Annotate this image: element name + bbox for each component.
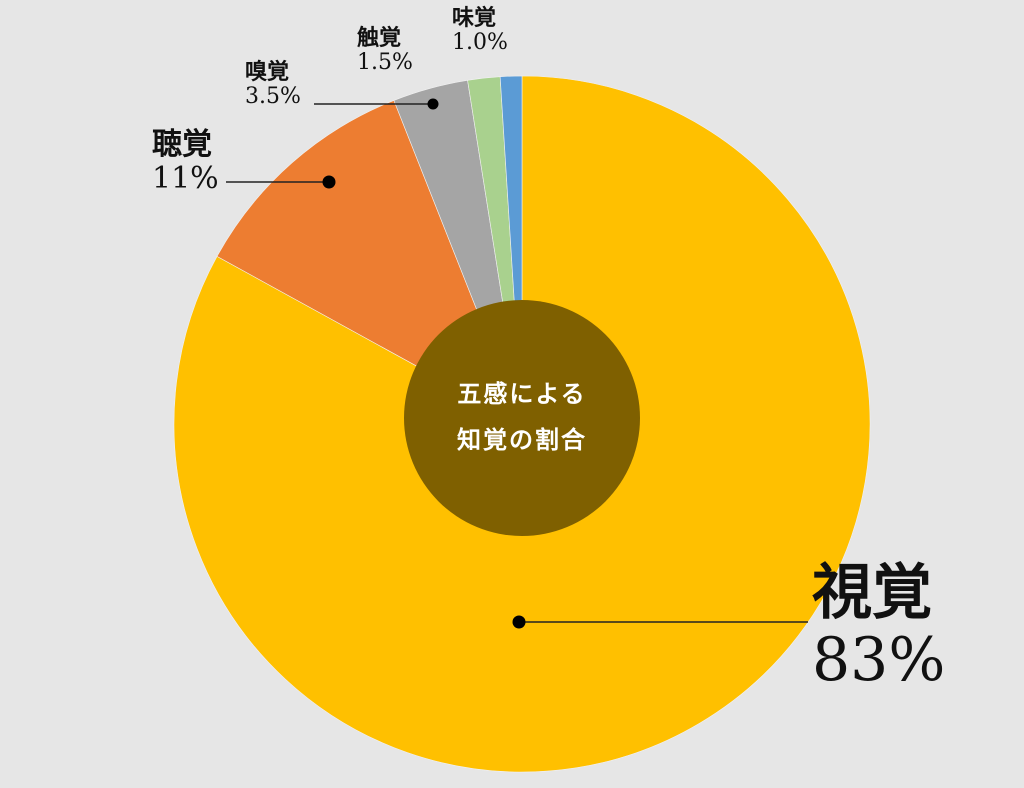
label-value: 83% (812, 625, 946, 696)
data-label-sight: 視覚 83% (812, 558, 946, 696)
label-name: 味覚 (452, 5, 497, 31)
center-hole (404, 300, 640, 536)
data-label-smell: 嗅覚 3.5% (245, 60, 301, 109)
label-name: 嗅覚 (245, 59, 290, 85)
data-label-taste: 味覚 1.0% (452, 6, 508, 55)
leader-lines (226, 98, 808, 629)
leader-dot-sight (512, 615, 526, 629)
chart-title-line-1: 五感による (457, 380, 587, 409)
data-label-hearing: 聴覚 11% (152, 128, 219, 195)
chart-title-line-2: 知覚の割合 (457, 426, 587, 454)
leader-dot-smell (427, 98, 439, 110)
label-name: 聴覚 (152, 127, 212, 162)
label-name: 視覚 (812, 558, 932, 628)
label-name: 触覚 (357, 25, 402, 51)
label-value: 1.0% (452, 29, 508, 55)
label-value: 3.5% (245, 83, 301, 109)
leader-dot-hearing (322, 175, 336, 189)
data-label-touch: 触覚 1.5% (357, 26, 413, 75)
chart-title: 五感による 知覚の割合 (404, 300, 640, 536)
label-value: 1.5% (357, 49, 413, 75)
label-value: 11% (152, 160, 219, 196)
